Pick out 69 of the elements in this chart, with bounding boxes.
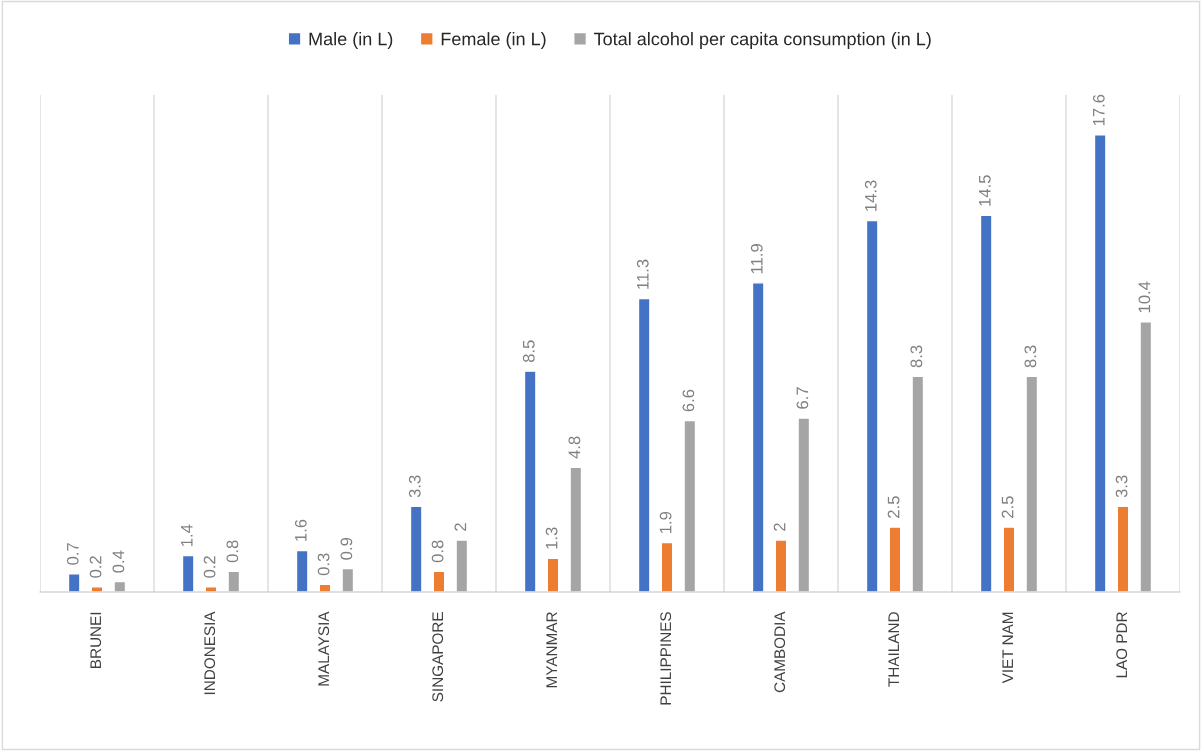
x-tick-label: PHILIPPINES [660,612,672,705]
data-label: 8.3 [910,345,923,368]
bar [660,541,674,592]
data-label: 11.9 [750,244,763,274]
x-tick-label: LAO PDR [1116,612,1128,678]
bar [546,557,560,592]
data-label: 0.8 [431,540,444,563]
data-label: 1.3 [545,527,558,549]
x-tick-label: BRUNEI [90,612,102,668]
data-label: 14.5 [979,175,991,206]
x-tick-label: INDONESIA [204,611,216,695]
bar [409,505,423,592]
bar [911,375,925,592]
data-label: 2 [773,523,786,531]
bar [341,567,355,592]
x-tick-label: CAMBODIA [774,611,786,693]
data-label: 1.9 [659,511,672,534]
legend-label: Male (in L) [309,32,393,49]
data-label: 17.6 [1092,94,1105,126]
x-tick-label: THAILAND [888,612,899,687]
data-label: 0.2 [89,556,102,578]
bar [181,554,195,592]
bar [455,539,469,592]
bar [1139,321,1153,592]
x-tick-label: MALAYSIA [318,611,330,686]
bar [1002,526,1016,592]
x-tick-label: SINGAPORE [432,612,444,702]
bar [1093,134,1107,592]
data-label: 11.3 [636,259,649,289]
bar [295,549,309,592]
data-label: 3.3 [1115,475,1128,498]
bar [774,539,788,592]
data-label: 1.4 [181,524,193,547]
bar [683,419,697,592]
data-label: 4.8 [568,436,581,459]
bar [523,370,537,592]
x-tick-label: MYANMAR [546,612,557,688]
bar [1116,505,1130,592]
bar [637,297,651,592]
bar [67,573,81,592]
data-label: 14.3 [864,180,877,211]
bar [888,526,902,592]
data-label: 0.4 [112,550,125,573]
data-label: 0.8 [226,540,239,563]
data-label: 2.5 [887,496,900,518]
data-label: 6.7 [796,387,809,409]
bar [1025,375,1039,592]
data-label: 2 [454,523,467,531]
data-label: 10.4 [1138,281,1151,313]
bar [979,214,993,592]
bar [751,282,765,592]
data-label: 0.2 [203,556,216,578]
data-label: 0.9 [340,537,353,560]
data-label: 1.6 [294,519,307,541]
bar [797,417,811,592]
bar [113,580,127,592]
data-label: 8.5 [522,340,535,363]
data-label: 0.3 [317,553,330,576]
bar [865,219,879,592]
data-label: 3.3 [408,475,421,498]
legend-label: Female (in L) [441,32,546,49]
legend-label: Total alcohol per capita consumption (in L) [594,32,931,49]
x-tick-label: VIET NAM [1002,612,1013,684]
data-label: 0.7 [66,543,79,565]
data-label: 8.3 [1024,345,1037,368]
data-label: 6.6 [682,389,695,412]
bar [569,466,583,592]
data-label: 2.5 [1001,496,1014,518]
bar [227,570,241,592]
